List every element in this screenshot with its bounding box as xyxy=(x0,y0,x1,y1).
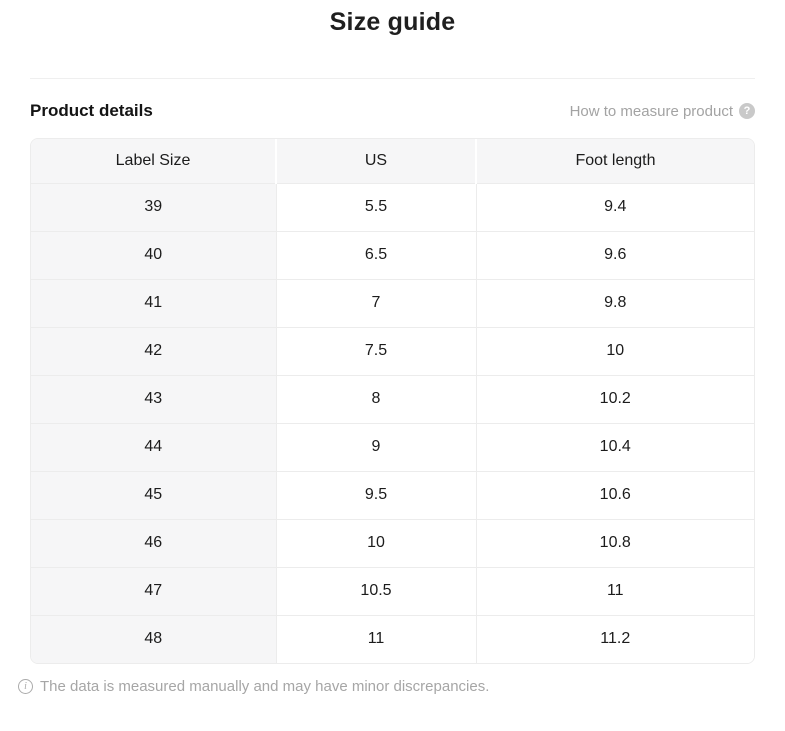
column-header-label-size: Label Size xyxy=(31,139,277,184)
cell-foot-length: 9.4 xyxy=(476,183,754,232)
cell-us: 11 xyxy=(276,615,477,663)
table-row: 47 10.5 11 xyxy=(31,567,754,616)
cell-label-size: 47 xyxy=(31,567,277,616)
cell-us: 6.5 xyxy=(276,231,477,280)
cell-foot-length: 11 xyxy=(476,567,754,616)
size-table: Label Size US Foot length 39 5.5 9.4 40 6.5 9… xyxy=(31,139,754,663)
cell-label-size: 45 xyxy=(31,471,277,520)
section-header: Product details How to measure product ? xyxy=(30,101,755,121)
header-row: Label Size US Foot length xyxy=(31,139,754,184)
cell-label-size: 39 xyxy=(31,183,277,232)
cell-label-size: 46 xyxy=(31,519,277,568)
cell-us: 7 xyxy=(276,279,477,328)
table-row: 45 9.5 10.6 xyxy=(31,471,754,520)
cell-label-size: 44 xyxy=(31,423,277,472)
table-row: 48 11 11.2 xyxy=(31,615,754,663)
how-to-measure-link[interactable]: How to measure product ? xyxy=(570,103,755,120)
table-row: 40 6.5 9.6 xyxy=(31,231,754,280)
table-row: 41 7 9.8 xyxy=(31,279,754,328)
table-row: 42 7.5 10 xyxy=(31,327,754,376)
section-heading: Product details xyxy=(30,101,153,120)
cell-foot-length: 10.2 xyxy=(476,375,754,424)
cell-foot-length: 11.2 xyxy=(476,615,754,663)
cell-foot-length: 10 xyxy=(476,327,754,376)
page-title: Size guide xyxy=(329,8,456,36)
disclaimer-note: i The data is measured manually and may … xyxy=(18,678,755,695)
cell-label-size: 42 xyxy=(31,327,277,376)
cell-us: 9 xyxy=(276,423,477,472)
disclaimer-text: The data is measured manually and may ha… xyxy=(40,678,490,695)
table-row: 44 9 10.4 xyxy=(31,423,754,472)
info-circle-icon: i xyxy=(18,679,33,694)
table-row: 46 10 10.8 xyxy=(31,519,754,568)
cell-label-size: 48 xyxy=(31,615,277,663)
cell-us: 10.5 xyxy=(276,567,477,616)
cell-foot-length: 9.6 xyxy=(476,231,754,280)
question-circle-icon[interactable]: ? xyxy=(739,103,755,119)
header-divider xyxy=(30,78,755,79)
cell-us: 5.5 xyxy=(276,183,477,232)
cell-label-size: 43 xyxy=(31,375,277,424)
cell-label-size: 41 xyxy=(31,279,277,328)
cell-foot-length: 10.8 xyxy=(476,519,754,568)
cell-us: 9.5 xyxy=(276,471,477,520)
column-header-us: US xyxy=(276,139,477,184)
size-table-body: 39 5.5 9.4 40 6.5 9.6 41 7 9.8 42 7.5 10 43 8 10.2 44 9 1… xyxy=(31,183,754,663)
cell-us: 8 xyxy=(276,375,477,424)
cell-foot-length: 10.4 xyxy=(476,423,754,472)
cell-us: 10 xyxy=(276,519,477,568)
table-row: 43 8 10.2 xyxy=(31,375,754,424)
cell-foot-length: 9.8 xyxy=(476,279,754,328)
how-to-measure-label: How to measure product xyxy=(569,102,733,120)
size-table-header: Label Size US Foot length xyxy=(31,139,754,184)
cell-label-size: 40 xyxy=(31,231,277,280)
cell-foot-length: 10.6 xyxy=(476,471,754,520)
column-header-foot-length: Foot length xyxy=(476,139,754,184)
cell-us: 7.5 xyxy=(276,327,477,376)
size-table-container: Label Size US Foot length 39 5.5 9.4 40 6.5 9… xyxy=(30,138,755,664)
table-row: 39 5.5 9.4 xyxy=(31,183,754,232)
